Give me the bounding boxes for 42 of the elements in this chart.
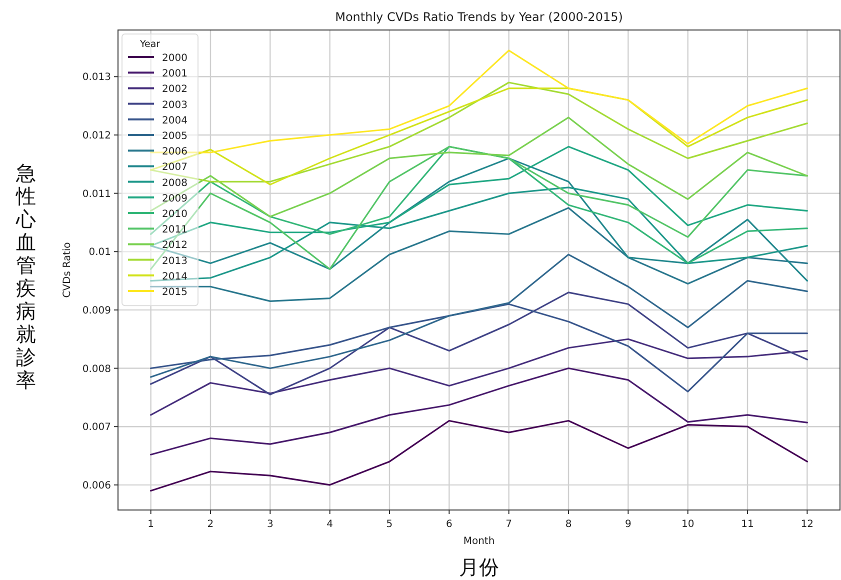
legend-label: 2001 (162, 68, 188, 80)
y-tick-label: 0.006 (82, 480, 111, 492)
legend-label: 2009 (162, 193, 188, 204)
x-tick-label: 12 (800, 519, 814, 530)
legend-label: 2014 (162, 271, 188, 282)
x-tick-label: 9 (624, 519, 632, 530)
y-tick-label: 0.013 (82, 72, 111, 84)
x-tick-label: 8 (565, 519, 572, 530)
legend-label: 2011 (162, 224, 188, 236)
y-tick-label: 0.012 (82, 130, 111, 142)
x-tick-label: 2 (207, 519, 214, 530)
legend-label: 2010 (162, 209, 188, 220)
x-tick-label: 7 (506, 519, 512, 530)
chart-title: Monthly CVDs Ratio Trends by Year (2000-2015) (335, 10, 623, 24)
y-tick-label: 0.007 (82, 422, 111, 434)
legend-label: 2005 (162, 131, 188, 142)
legend-title: Year (138, 39, 160, 50)
y-tick-label: 0.009 (82, 305, 111, 316)
legend-label: 2007 (162, 162, 188, 174)
x-tick-label: 10 (681, 519, 694, 530)
x-axis-title: Month (463, 536, 495, 547)
legend-label: 2013 (162, 256, 188, 267)
legend-label: 2008 (162, 178, 188, 189)
x-tick-label: 4 (326, 519, 334, 530)
x-tick-label: 3 (266, 519, 274, 530)
legend-label: 2015 (162, 287, 188, 298)
y-tick-label: 0.01 (88, 247, 111, 258)
legend-label: 2002 (162, 84, 188, 96)
y-tick-label: 0.008 (82, 364, 111, 375)
legend-label: 2006 (162, 146, 188, 158)
y-axis-title: CVDs Ratio (62, 242, 73, 298)
x-tick-label: 5 (386, 519, 393, 530)
legend-label: 2000 (162, 53, 188, 64)
text: 急性心血管疾病就診率 (16, 163, 36, 392)
x-tick-label: 6 (446, 519, 452, 530)
legend-label: 2003 (162, 100, 188, 111)
legend-label: 2004 (162, 115, 188, 126)
x-tick-label: 11 (741, 519, 754, 530)
legend-label: 2012 (162, 240, 188, 252)
x-tick-label: 1 (148, 519, 154, 530)
text: 月份 (459, 557, 499, 579)
y-tick-label: 0.011 (82, 188, 111, 200)
